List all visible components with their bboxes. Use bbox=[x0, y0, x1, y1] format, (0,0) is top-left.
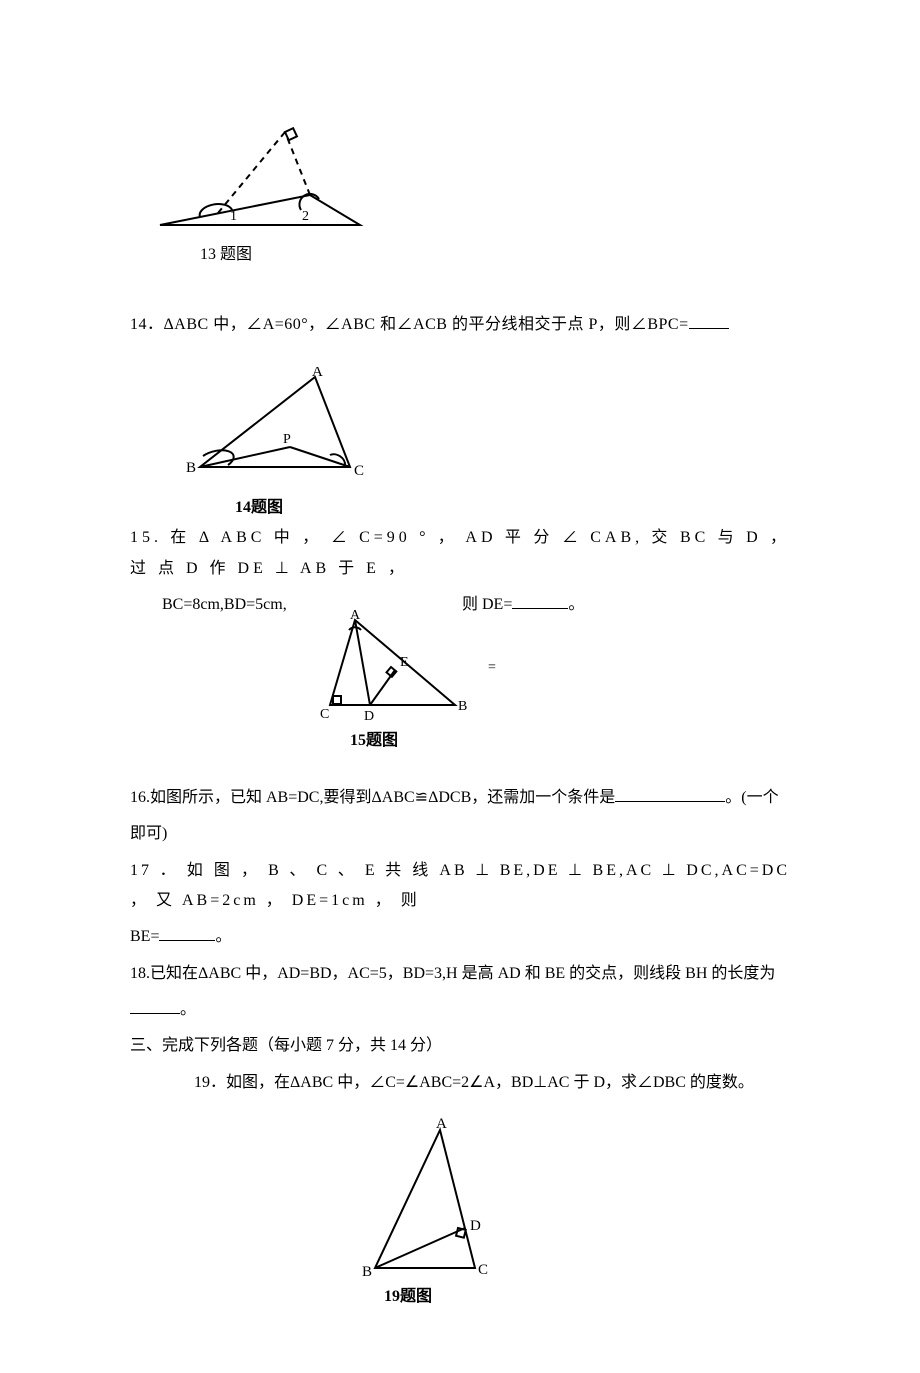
fig15-C: C bbox=[320, 707, 329, 722]
q16-post: 。(一个 bbox=[725, 789, 778, 806]
fig14-C: C bbox=[354, 463, 364, 479]
fig19-caption: 19题图 bbox=[384, 1282, 790, 1312]
q15-blank bbox=[512, 593, 568, 609]
fig15-A: A bbox=[350, 610, 361, 623]
q18-blank bbox=[130, 998, 180, 1014]
fig15-svg: A B C D E bbox=[300, 610, 470, 730]
fig13-label-1: 1 bbox=[230, 209, 237, 224]
fig15-B: B bbox=[458, 699, 467, 714]
q16-pre: 16.如图所示，已知 AB=DC,要得到ΔABC≌ΔDCB，还需加一个条件是 bbox=[130, 789, 615, 806]
q16-line1: 16.如图所示，已知 AB=DC,要得到ΔABC≌ΔDCB，还需加一个条件是 。(… bbox=[130, 783, 790, 813]
q16-blank bbox=[615, 786, 725, 802]
q19-text: 19．如图，在ΔABC 中，∠C=∠ABC=2∠A，BD⊥AC 于 D，求∠DB… bbox=[130, 1068, 790, 1098]
fig15-row: A B C D E 15题图 = bbox=[300, 610, 790, 756]
fig15-caption: 15题图 bbox=[350, 726, 470, 756]
fig13-caption: 13 题图 bbox=[200, 240, 790, 270]
q16-line2: 即可) bbox=[130, 819, 790, 849]
q15-line1: 15. 在 Δ ABC 中 ， ∠ C=90 ° ， AD 平 分 ∠ CAB,… bbox=[130, 523, 790, 584]
q14-text: 14．ΔABC 中，∠A=60°，∠ABC 和∠ACB 的平分线相交于点 P，则… bbox=[130, 310, 790, 340]
fig14: A B C P 14题图 bbox=[180, 367, 790, 523]
fig19-svg: A B C D bbox=[350, 1118, 510, 1288]
q17-line1: 17 ． 如 图 ， B 、 C 、 E 共 线 AB ⊥ BE,DE ⊥ BE… bbox=[130, 856, 790, 917]
eq-mark: = bbox=[488, 655, 496, 682]
q18-line2b: 。 bbox=[180, 1001, 196, 1018]
fig19-B: B bbox=[362, 1264, 372, 1280]
fig14-B: B bbox=[186, 460, 196, 476]
fig13-label-2: 2 bbox=[302, 209, 309, 224]
fig14-P: P bbox=[283, 432, 291, 447]
fig15-D: D bbox=[364, 709, 374, 724]
section3: 三、完成下列各题（每小题 7 分，共 14 分） bbox=[130, 1031, 790, 1061]
fig19-C: C bbox=[478, 1262, 488, 1278]
fig14-svg: A B C P bbox=[180, 367, 380, 497]
fig15-E: E bbox=[400, 655, 409, 670]
fig15: A B C D E 15题图 bbox=[300, 610, 470, 756]
q14-blank bbox=[689, 313, 729, 329]
fig19-A: A bbox=[436, 1118, 447, 1132]
q18-line1: 18.已知在ΔABC 中，AD=BD，AC=5，BD=3,H 是高 AD 和 B… bbox=[130, 959, 790, 989]
fig13-svg: 1 2 bbox=[140, 120, 370, 240]
q17-line2: BE= 。 bbox=[130, 922, 790, 952]
q17-line2b: 。 bbox=[215, 928, 231, 945]
q17-line2a: BE= bbox=[130, 928, 159, 945]
fig19-D: D bbox=[470, 1218, 481, 1234]
q15-line2c: 。 bbox=[568, 596, 584, 613]
fig19: A B C D 19题图 bbox=[350, 1118, 790, 1312]
fig14-caption: 14题图 bbox=[235, 493, 790, 523]
q17-blank bbox=[159, 925, 215, 941]
fig14-A: A bbox=[312, 367, 323, 380]
fig13: 1 2 13 题图 bbox=[140, 120, 790, 270]
q18-line2: 。 bbox=[130, 995, 790, 1025]
q14-text-span: 14．ΔABC 中，∠A=60°，∠ABC 和∠ACB 的平分线相交于点 P，则… bbox=[130, 316, 689, 333]
